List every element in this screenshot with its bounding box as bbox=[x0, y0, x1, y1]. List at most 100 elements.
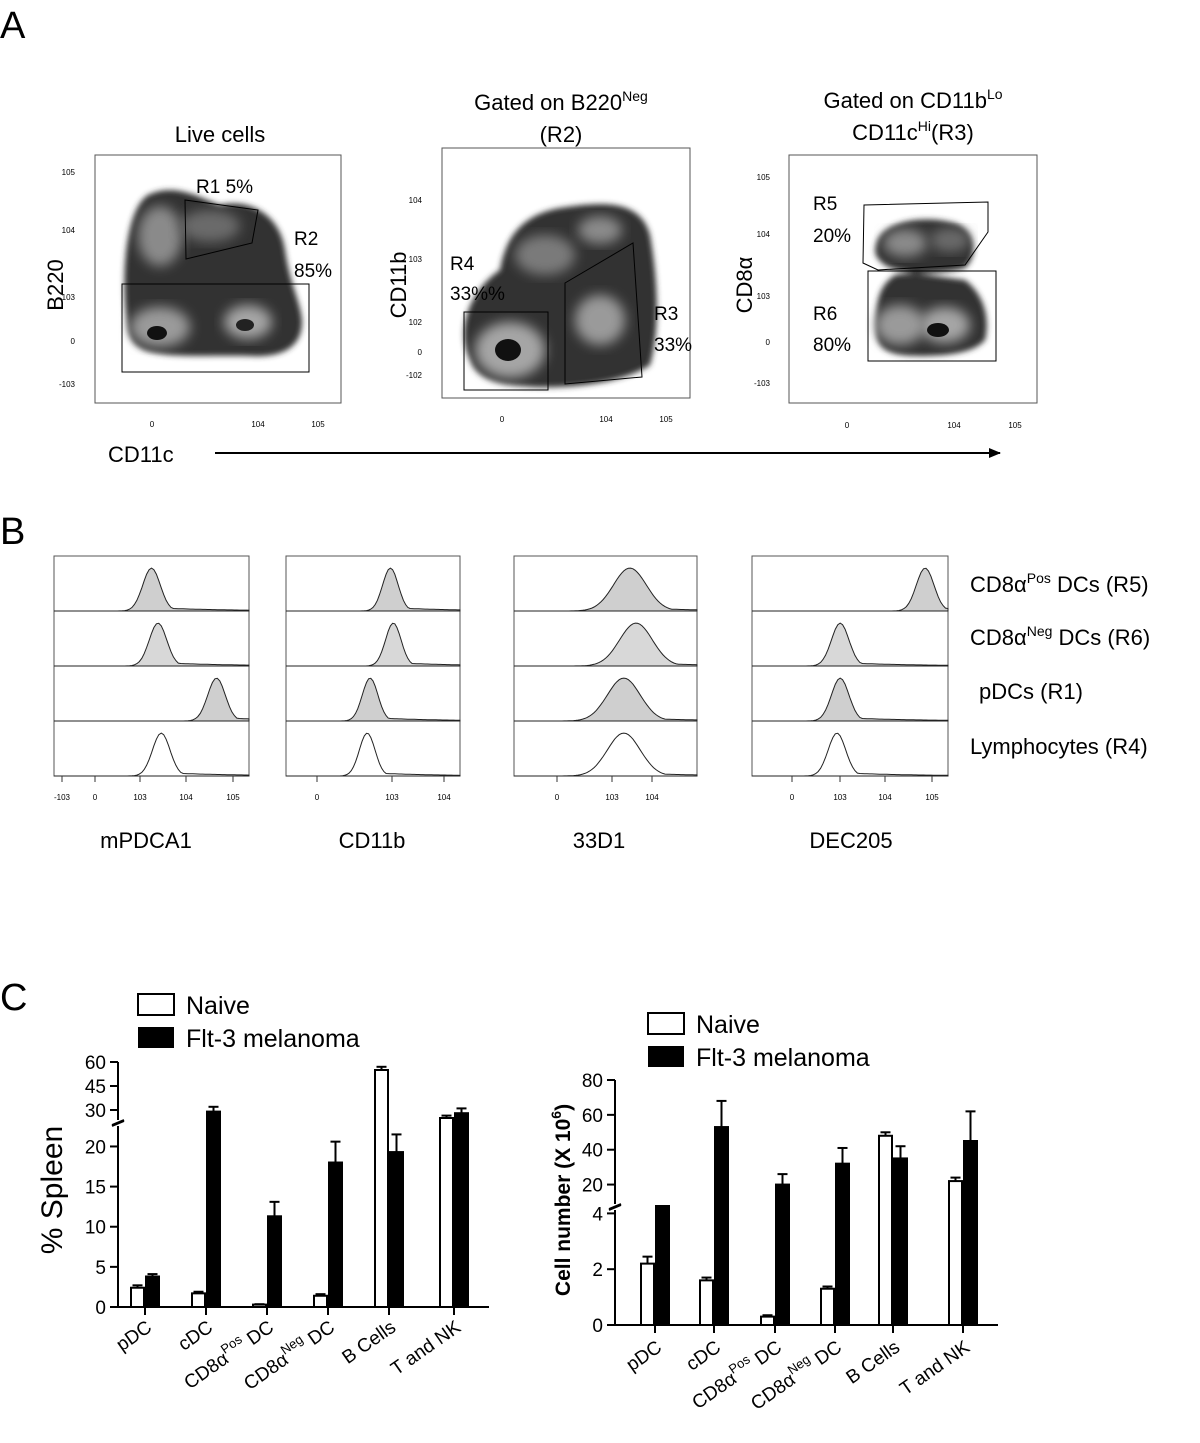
flow-plot-title-line1: Gated on B220Neg bbox=[474, 88, 648, 115]
plot-frame bbox=[94, 154, 342, 404]
bar-naive bbox=[699, 1279, 714, 1327]
gate-percent-r3: 33% bbox=[654, 335, 692, 356]
bar-flt3 bbox=[267, 1215, 282, 1309]
legend-label-naive: Naive bbox=[696, 1011, 760, 1039]
y-tick-label: 104 bbox=[409, 196, 423, 205]
y-tick-label: 15 bbox=[85, 1178, 106, 1199]
histogram-curve bbox=[54, 622, 250, 667]
x-tick-label: 104 bbox=[947, 421, 961, 430]
bar-naive bbox=[878, 1134, 893, 1327]
histogram-curve bbox=[514, 567, 698, 612]
gate-r2 bbox=[121, 283, 310, 373]
x-tick-label: -103 bbox=[54, 793, 71, 802]
plot-frame bbox=[441, 147, 691, 399]
gate-r4 bbox=[463, 311, 549, 391]
gate-r1 bbox=[184, 199, 259, 260]
y-tick-label: 20 bbox=[85, 1137, 106, 1158]
gate-r5 bbox=[862, 201, 989, 271]
gate-r3 bbox=[564, 242, 643, 385]
legend-swatch-naive bbox=[137, 993, 175, 1016]
density-cloud bbox=[464, 204, 657, 388]
x-tick-label: 0 bbox=[150, 420, 155, 429]
y-tick-label: 102 bbox=[409, 318, 423, 327]
bar-naive bbox=[948, 1180, 963, 1326]
population-label-r6: CD8αNeg DCs (R6) bbox=[970, 623, 1150, 650]
x-tick-label: 104 bbox=[878, 793, 892, 802]
panel-a: Live cells R1 5% R2 85% B220 Gated on B2… bbox=[43, 86, 1038, 467]
bar-flt3 bbox=[454, 1112, 469, 1308]
histogram-curve bbox=[54, 567, 250, 612]
histogram-curve bbox=[752, 567, 949, 612]
x-tick-label: 105 bbox=[226, 793, 240, 802]
y-tick-label: 10 bbox=[85, 1218, 106, 1239]
y-axis-label-cd11b: CD11b bbox=[386, 252, 411, 319]
category-label: CD8αNeg DC bbox=[744, 1333, 845, 1415]
panel-label-b: B bbox=[0, 511, 25, 553]
bar-naive bbox=[820, 1287, 835, 1326]
bar-naive bbox=[439, 1117, 454, 1308]
category-label: cDC bbox=[683, 1337, 725, 1375]
y-tick-label: -103 bbox=[754, 379, 771, 388]
x-tick-label: 0 bbox=[790, 793, 795, 802]
y-tick-label: 105 bbox=[757, 173, 771, 182]
bar-flt3 bbox=[963, 1140, 978, 1326]
y-tick-label: 45 bbox=[85, 1077, 106, 1098]
axis-break-mark bbox=[608, 1203, 622, 1210]
gate-r6 bbox=[867, 270, 997, 362]
y-axis-label-cell-number: Cell number (X 106) bbox=[548, 1104, 575, 1296]
legend-swatch-naive bbox=[647, 1012, 685, 1035]
x-tick-label: 105 bbox=[659, 415, 673, 424]
gate-percent-r2: 85% bbox=[294, 261, 332, 282]
gate-name-r2: R2 bbox=[294, 229, 318, 250]
y-tick-label: 0 bbox=[71, 337, 76, 346]
histogram-curve bbox=[54, 732, 250, 777]
bar-flt3 bbox=[714, 1126, 729, 1326]
y-tick-label: 0 bbox=[766, 338, 771, 347]
population-label-r5: CD8αPos DCs (R5) bbox=[970, 570, 1149, 597]
marker-label: 33D1 bbox=[573, 828, 626, 853]
y-tick-label: 5 bbox=[95, 1258, 106, 1279]
x-tick-label: 103 bbox=[133, 793, 147, 802]
histogram-curve bbox=[752, 677, 949, 722]
y-axis-label-cd8a: CD8α bbox=[732, 256, 757, 313]
x-tick-label: 105 bbox=[925, 793, 939, 802]
y-tick-label: 0 bbox=[95, 1298, 106, 1319]
marker-label: mPDCA1 bbox=[100, 828, 192, 853]
histogram-curve bbox=[54, 677, 250, 722]
y-tick-label: 103 bbox=[757, 292, 771, 301]
plot-frame bbox=[788, 154, 1038, 404]
histogram-curve bbox=[752, 622, 949, 667]
x-tick-label: 103 bbox=[385, 793, 399, 802]
x-tick-label: 104 bbox=[599, 415, 613, 424]
bar-flt3 bbox=[835, 1162, 850, 1326]
density-cloud bbox=[875, 219, 987, 356]
y-tick-label: 0 bbox=[592, 1316, 603, 1337]
x-tick-label: 104 bbox=[251, 420, 265, 429]
y-tick-label: 2 bbox=[592, 1260, 603, 1281]
panel-label-c: C bbox=[0, 977, 27, 1019]
y-tick-label: 4 bbox=[592, 1204, 603, 1225]
x-tick-label: 0 bbox=[845, 421, 850, 430]
histogram-curve bbox=[514, 732, 698, 777]
x-tick-label: 0 bbox=[315, 793, 320, 802]
legend-swatch-flt3 bbox=[138, 1027, 174, 1048]
x-tick-label: 104 bbox=[179, 793, 193, 802]
bar-flt3 bbox=[328, 1161, 343, 1309]
y-tick-label: 104 bbox=[62, 226, 76, 235]
x-tick-label: 105 bbox=[311, 420, 325, 429]
y-tick-label: 103 bbox=[409, 255, 423, 264]
x-tick-label: 0 bbox=[555, 793, 560, 802]
x-tick-label: 104 bbox=[645, 793, 659, 802]
population-label-r1: pDCs (R1) bbox=[979, 679, 1083, 704]
gate-percent-r6: 80% bbox=[813, 335, 851, 356]
histogram-curve bbox=[514, 677, 698, 722]
y-tick-label: 104 bbox=[757, 230, 771, 239]
y-axis-label-spleen: % Spleen bbox=[36, 1126, 69, 1254]
y-tick-label: 105 bbox=[62, 168, 76, 177]
legend-right: Naive Flt-3 melanoma bbox=[647, 1011, 870, 1072]
y-tick-label: 0 bbox=[418, 348, 423, 357]
gate-name-r4: R4 bbox=[450, 254, 475, 275]
flow-plot-live-cells: Live cells R1 5% R2 85% B220 bbox=[43, 122, 342, 404]
